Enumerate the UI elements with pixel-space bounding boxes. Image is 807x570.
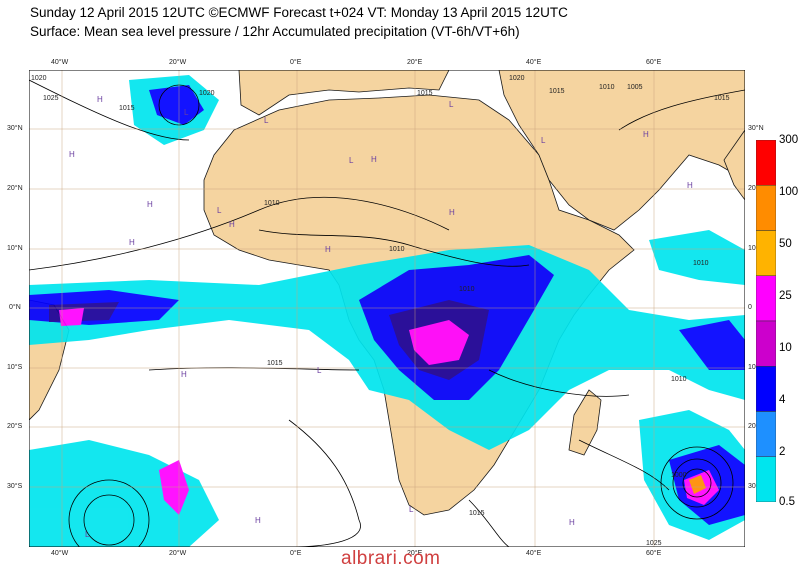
- chart-title: Sunday 12 April 2015 12UTC ©ECMWF Foreca…: [30, 5, 568, 20]
- legend-swatch: [756, 275, 776, 322]
- pressure-marker: L: [449, 100, 454, 109]
- lat-label-right: 10: [748, 364, 756, 371]
- isobar-label: 1015: [267, 360, 283, 367]
- isobar-label: 1010: [459, 286, 475, 293]
- watermark: albrari.com: [341, 548, 441, 569]
- isobar-label: 1000: [671, 472, 687, 479]
- legend-label: 10: [779, 342, 792, 354]
- lon-label-top: 40°W: [51, 59, 69, 66]
- isobar-label: 1010: [671, 376, 687, 383]
- pressure-marker: H: [325, 245, 331, 254]
- lon-label-bottom: 40°E: [526, 550, 542, 557]
- pressure-marker: H: [371, 155, 377, 164]
- lon-label-bottom: 40°W: [51, 550, 69, 557]
- lat-label-left: 10°N: [7, 245, 23, 252]
- lat-label-left: 20°N: [7, 185, 23, 192]
- pressure-marker: L: [541, 136, 546, 145]
- pressure-marker: H: [449, 208, 455, 217]
- isobar-label: 1010: [264, 200, 280, 207]
- legend-swatch: [756, 320, 776, 367]
- lon-label-bottom: 60°E: [646, 550, 662, 557]
- legend-label: 300: [779, 134, 799, 146]
- pressure-marker: H: [255, 516, 261, 525]
- isobar-label: 1020: [199, 90, 215, 97]
- pressure-marker: L: [349, 156, 354, 165]
- legend-label: 2: [779, 446, 786, 458]
- legend-label: 100: [779, 186, 799, 198]
- lat-label-left: 0°N: [9, 304, 21, 311]
- isobar-label: 1015: [469, 510, 485, 517]
- isobar-label: 1015: [417, 90, 433, 97]
- madagascar-landmass: [568, 389, 602, 456]
- isobar-label: 1015: [549, 88, 565, 95]
- pressure-marker: L: [317, 366, 322, 375]
- isobar-label: 1020: [509, 75, 525, 82]
- lat-label-right: 30°N: [748, 125, 764, 132]
- pressure-marker: H: [69, 150, 75, 159]
- isobar-label: 1025: [43, 95, 59, 102]
- isobar-label: 1015: [119, 105, 135, 112]
- pressure-marker: H: [97, 95, 103, 104]
- legend-swatch: [756, 456, 776, 502]
- legend-swatch: [756, 230, 776, 276]
- isobar-label: 1025: [646, 540, 662, 547]
- pressure-marker: H: [569, 518, 575, 527]
- precipitation-layer: [29, 75, 745, 547]
- lon-label-top: 40°E: [526, 59, 542, 66]
- lat-label-left: 30°S: [7, 483, 23, 490]
- pressure-marker: H: [129, 238, 135, 247]
- pressure-marker: H: [181, 370, 187, 379]
- lon-label-bottom: 0°E: [290, 550, 302, 557]
- legend-swatch: [756, 411, 776, 457]
- lat-label-right: 0: [748, 304, 752, 311]
- lon-label-top: 20°E: [407, 59, 423, 66]
- precipitation-legend: [756, 140, 776, 502]
- lat-label-right: 30: [748, 483, 756, 490]
- lat-lon-grid: [29, 70, 745, 547]
- legend-label: 25: [779, 290, 792, 302]
- legend-label: 50: [779, 238, 792, 250]
- europe-landmass: [238, 70, 450, 116]
- lon-label-top: 60°E: [646, 59, 662, 66]
- lat-label-right: 20: [748, 185, 756, 192]
- isobar-label: 1010: [389, 246, 405, 253]
- isobar-label: 1010: [599, 84, 615, 91]
- pressure-marker: L: [409, 505, 414, 514]
- lat-label-left: 30°N: [7, 125, 23, 132]
- legend-swatch: [756, 366, 776, 412]
- chart-subtitle: Surface: Mean sea level pressure / 12hr …: [30, 24, 520, 39]
- lon-label-bottom: 20°W: [169, 550, 187, 557]
- isobars: [29, 79, 745, 547]
- legend-swatch: [756, 140, 776, 186]
- legend-label: 0.5: [779, 496, 795, 508]
- lat-label-right: 10: [748, 245, 756, 252]
- pressure-marker: H: [643, 130, 649, 139]
- lon-label-bottom: 20°E: [407, 550, 423, 557]
- weather-map: 40°W 20°W 0°E 20°E 40°E 60°E 40°W 20°W 0…: [7, 59, 764, 557]
- isobar-label: 1005: [627, 84, 643, 91]
- india-landmass: [723, 129, 745, 201]
- legend-label: 4: [779, 394, 786, 406]
- pressure-marker: H: [687, 181, 693, 190]
- lon-label-top: 0°E: [290, 59, 302, 66]
- isobar-label: 1015: [714, 95, 730, 102]
- isobar-label: 1010: [693, 260, 709, 267]
- lat-label-left: 20°S: [7, 423, 23, 430]
- lat-label-left: 10°S: [7, 364, 23, 371]
- isobar-label: 1020: [31, 75, 47, 82]
- pressure-marker: H: [147, 200, 153, 209]
- pressure-marker: L: [217, 206, 222, 215]
- pressure-marker: H: [229, 220, 235, 229]
- legend-swatch: [756, 185, 776, 231]
- pressure-marker: L: [85, 530, 90, 539]
- lon-label-top: 20°W: [169, 59, 187, 66]
- lat-label-right: 20: [748, 423, 756, 430]
- pressure-marker: L: [184, 108, 189, 117]
- pressure-marker: L: [264, 116, 269, 125]
- map-canvas: [29, 70, 745, 547]
